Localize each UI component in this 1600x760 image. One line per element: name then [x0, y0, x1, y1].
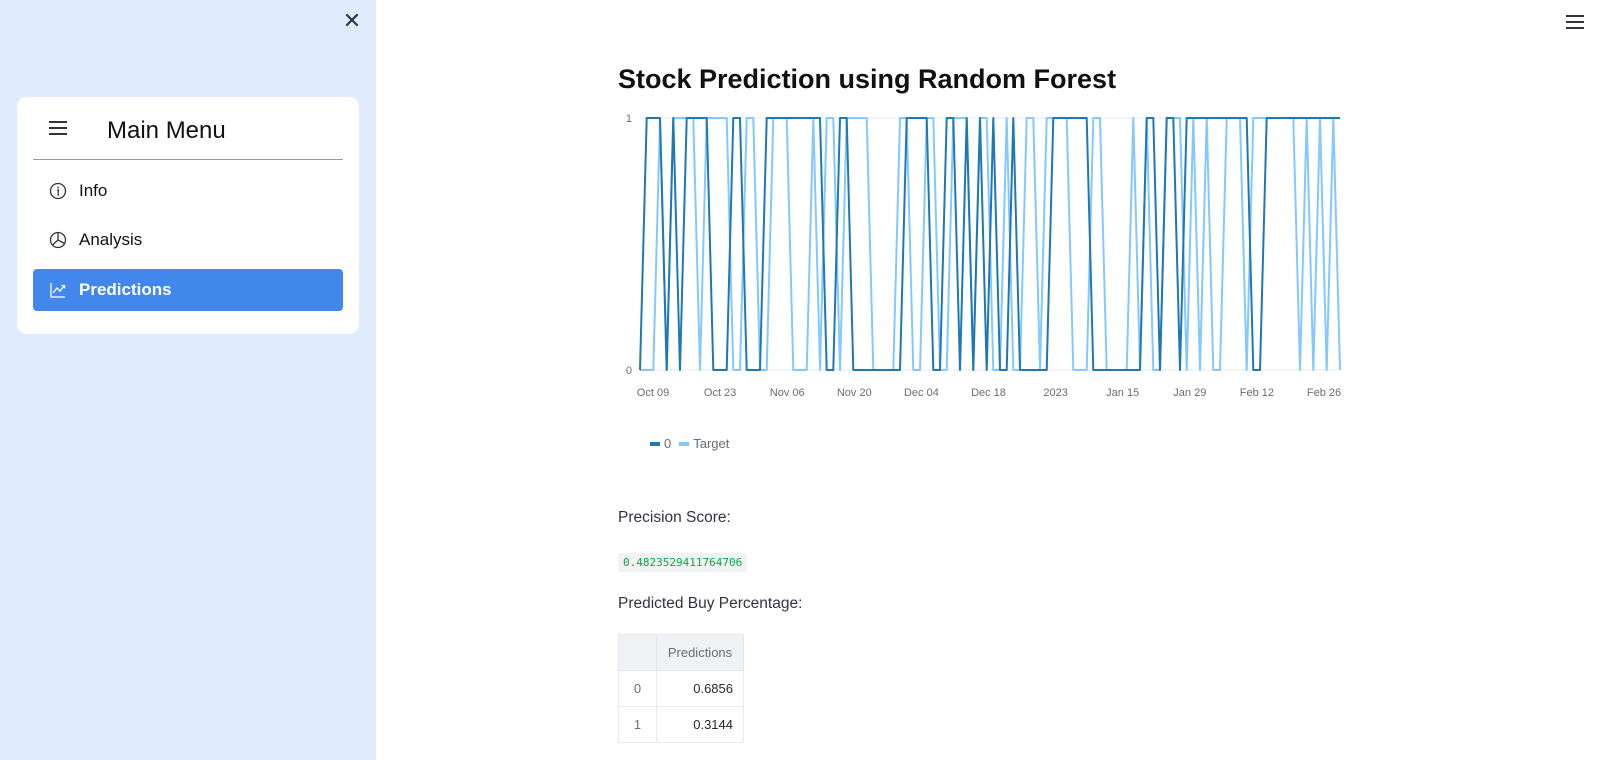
sidebar: ✕ Main Menu Info Analysis: [0, 0, 376, 760]
x-tick-label: Nov 06: [770, 387, 805, 399]
legend-swatch: [679, 441, 690, 446]
menu-item-label: Analysis: [79, 230, 143, 249]
row-index: 0: [618, 670, 657, 707]
menu-item-label: Info: [79, 181, 108, 200]
x-tick-label: Jan 29: [1173, 387, 1206, 399]
page-title: Stock Prediction using Random Forest: [618, 64, 1117, 94]
x-tick-label: Feb 26: [1307, 387, 1341, 399]
hamburger-icon: [49, 121, 67, 135]
x-tick-label: Dec 18: [971, 387, 1006, 399]
row-value[interactable]: 0.6856: [656, 670, 744, 707]
table-header-row: Predictions: [618, 634, 744, 671]
menu-item-label: Predictions: [79, 280, 172, 299]
close-icon[interactable]: ✕: [342, 8, 362, 33]
hamburger-icon[interactable]: [1566, 15, 1584, 29]
x-tick-label: Nov 20: [837, 387, 872, 399]
y-tick-label: 1: [626, 113, 632, 125]
prediction-chart: 0 1 Oct 09 Oct 23 Nov 06 Nov 20 Dec 04 Dec 18 20…: [626, 113, 1341, 399]
table-header-index: [618, 634, 657, 671]
menu-item-info[interactable]: Info: [33, 170, 343, 212]
table-row: 0 0.6856: [618, 670, 744, 707]
x-tick-label: Oct 23: [704, 387, 736, 399]
x-tick-label: 2023: [1043, 387, 1067, 399]
buy-percentage-label: Predicted Buy Percentage:: [618, 595, 803, 612]
x-tick-label: Feb 12: [1240, 387, 1274, 399]
x-tick-label: Jan 15: [1106, 387, 1139, 399]
precision-label: Precision Score:: [618, 509, 731, 526]
y-tick-label: 0: [626, 365, 632, 377]
menu-item-analysis[interactable]: Analysis: [33, 219, 343, 261]
row-value[interactable]: 0.3144: [656, 706, 744, 743]
legend-label: 0: [664, 436, 672, 451]
menu-title: Main Menu: [107, 117, 226, 144]
main-menu: Main Menu Info Analysis Predictions: [17, 97, 359, 334]
info-icon: [49, 182, 67, 200]
precision-value: 0.4823529411764706: [618, 553, 748, 572]
legend-item-target[interactable]: Target: [679, 436, 729, 451]
legend-label: Target: [693, 436, 730, 451]
menu-item-predictions[interactable]: Predictions: [33, 269, 343, 311]
predictions-table: Predictions 0 0.6856 1 0.3144: [618, 634, 744, 743]
table-row: 1 0.3144: [618, 706, 744, 743]
legend-item-0[interactable]: 0: [650, 436, 671, 451]
series-line-0: [639, 117, 1340, 371]
legend-swatch: [650, 441, 660, 446]
table-header-predictions[interactable]: Predictions: [656, 634, 744, 671]
graph-up-icon: [50, 283, 66, 298]
x-tick-label: Dec 04: [904, 387, 939, 399]
x-tick-label: Oct 09: [637, 387, 669, 399]
menu-header: Main Menu: [33, 97, 343, 160]
row-index: 1: [618, 706, 657, 743]
pie-chart-icon: [49, 231, 67, 249]
chart-legend: 0 Target: [650, 436, 737, 451]
